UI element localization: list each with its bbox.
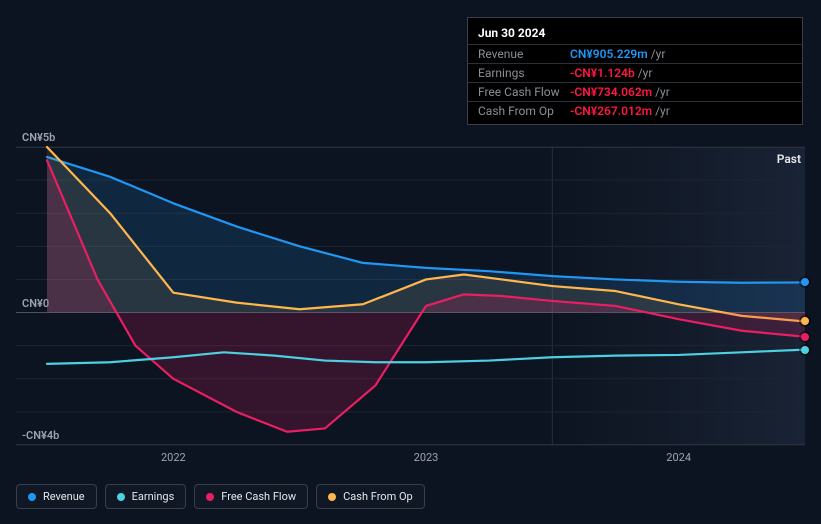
tooltip-row-label: Earnings — [478, 66, 570, 80]
tooltip-row-value: -CN¥267.012m — [570, 104, 652, 118]
tooltip-row-unit: /yr — [651, 47, 666, 61]
tooltip-row-value: -CN¥1.124b — [570, 66, 635, 80]
series-end-marker — [801, 346, 809, 354]
series-end-marker — [801, 333, 809, 341]
tooltip-row-unit: /yr — [655, 104, 670, 118]
legend-item[interactable]: Earnings — [105, 484, 187, 509]
legend-item[interactable]: Free Cash Flow — [194, 484, 308, 509]
legend-item[interactable]: Revenue — [16, 484, 97, 509]
tooltip-row: Cash From Op-CN¥267.012m/yr — [468, 101, 802, 120]
x-axis-label: 2024 — [666, 451, 691, 464]
legend: Revenue Earnings Free Cash Flow Cash From O… — [16, 484, 425, 509]
series-end-marker — [801, 278, 809, 286]
series-end-marker — [801, 317, 809, 325]
legend-label: Free Cash Flow — [221, 490, 296, 503]
legend-dot-icon — [328, 493, 336, 501]
tooltip-row-label: Cash From Op — [478, 104, 570, 118]
chart-container: Jun 30 2024 RevenueCN¥905.229m/yrEarning… — [0, 0, 821, 524]
tooltip-row: Free Cash Flow-CN¥734.062m/yr — [468, 82, 802, 101]
legend-item[interactable]: Cash From Op — [316, 484, 425, 509]
x-axis-label: 2023 — [414, 451, 439, 464]
past-region-label: Past — [777, 152, 801, 166]
y-axis-label: CN¥5b — [22, 131, 55, 144]
x-axis-label: 2022 — [161, 451, 186, 464]
legend-label: Revenue — [43, 490, 85, 503]
hover-tooltip: Jun 30 2024 RevenueCN¥905.229m/yrEarning… — [467, 17, 803, 125]
tooltip-row-label: Free Cash Flow — [478, 85, 570, 99]
plot-area[interactable] — [16, 147, 805, 445]
tooltip-row-unit: /yr — [638, 66, 653, 80]
legend-dot-icon — [28, 493, 36, 501]
legend-label: Cash From Op — [343, 490, 413, 503]
tooltip-row-unit: /yr — [655, 85, 670, 99]
tooltip-row: Earnings-CN¥1.124b/yr — [468, 63, 802, 82]
tooltip-row-label: Revenue — [478, 47, 570, 61]
legend-label: Earnings — [132, 490, 175, 503]
tooltip-row: RevenueCN¥905.229m/yr — [468, 44, 802, 63]
legend-dot-icon — [206, 493, 214, 501]
tooltip-date: Jun 30 2024 — [468, 22, 802, 44]
tooltip-row-value: CN¥905.229m — [570, 47, 648, 61]
tooltip-row-value: -CN¥734.062m — [570, 85, 652, 99]
legend-dot-icon — [117, 493, 125, 501]
